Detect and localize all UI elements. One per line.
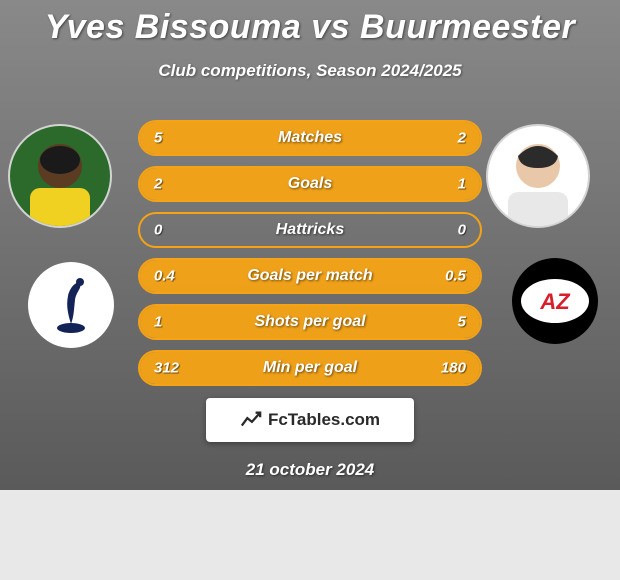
branding-text: FcTables.com bbox=[268, 410, 380, 430]
stat-label: Goals bbox=[140, 175, 480, 193]
date-label: 21 october 2024 bbox=[0, 460, 620, 480]
player-right-club-badge: AZ bbox=[512, 258, 598, 344]
player-right-portrait bbox=[486, 124, 590, 228]
stats-panel: 52Matches 21Goals 00Hattricks 0.40.5Goals p… bbox=[138, 120, 482, 396]
player-left-club-badge bbox=[28, 262, 114, 348]
stat-label: Min per goal bbox=[140, 359, 480, 377]
player-left-portrait bbox=[8, 124, 112, 228]
stat-row: 312180Min per goal bbox=[138, 350, 482, 386]
stat-row: 00Hattricks bbox=[138, 212, 482, 248]
stat-label: Goals per match bbox=[140, 267, 480, 285]
stat-row: 0.40.5Goals per match bbox=[138, 258, 482, 294]
stat-row: 21Goals bbox=[138, 166, 482, 202]
stat-label: Shots per goal bbox=[140, 313, 480, 331]
subtitle: Club competitions, Season 2024/2025 bbox=[0, 61, 620, 81]
infographic-card: Yves Bissouma vs Buurmeester Club compet… bbox=[0, 0, 620, 490]
chart-icon bbox=[240, 409, 262, 431]
stat-row: 52Matches bbox=[138, 120, 482, 156]
stat-row: 15Shots per goal bbox=[138, 304, 482, 340]
page-title: Yves Bissouma vs Buurmeester bbox=[0, 0, 620, 47]
stat-label: Hattricks bbox=[140, 221, 480, 239]
svg-text:AZ: AZ bbox=[539, 289, 571, 314]
branding-badge: FcTables.com bbox=[206, 398, 414, 442]
stat-label: Matches bbox=[140, 129, 480, 147]
